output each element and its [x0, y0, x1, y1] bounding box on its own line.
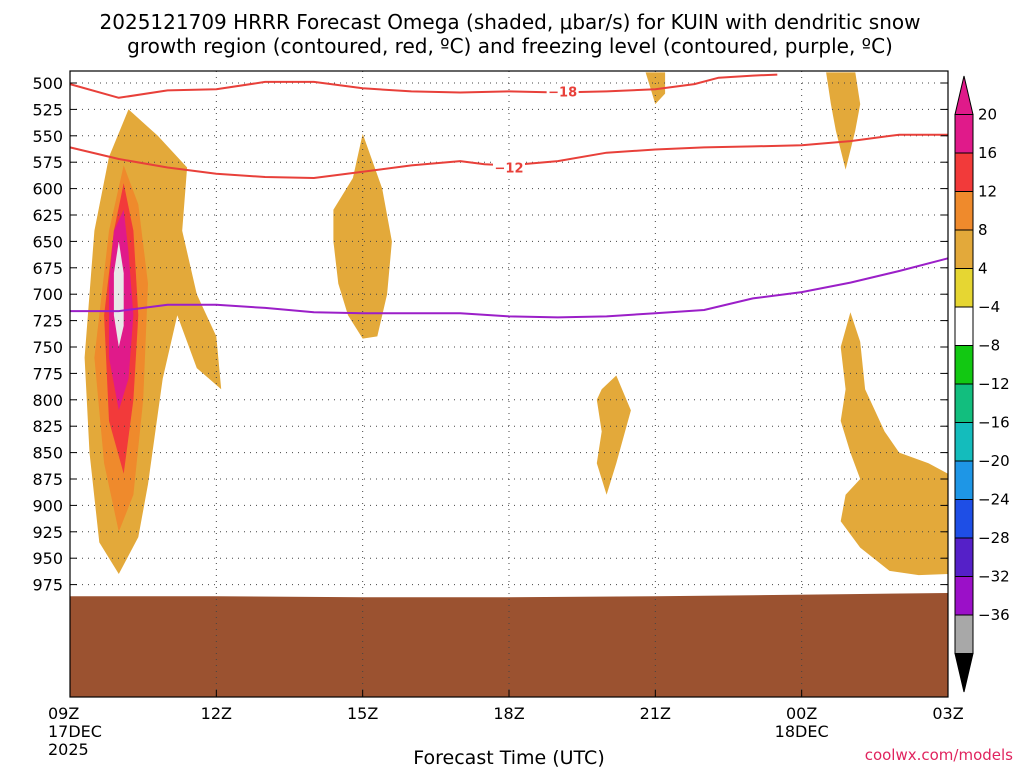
colorbar-level-label: 4 [978, 260, 988, 278]
y-tick-label: 650 [32, 232, 63, 251]
omega-region-5 [333, 133, 392, 339]
colorbar-level-label: 8 [978, 221, 988, 239]
x-tick-label: 03Z [932, 704, 963, 723]
colorbar-level-label: −28 [978, 529, 1010, 547]
contour-line-2 [70, 257, 949, 319]
colorbar-swatch [954, 152, 974, 192]
y-tick-label: 750 [32, 338, 63, 357]
x-tick-date: 17DEC [48, 722, 102, 741]
colorbar-swatch [954, 653, 974, 693]
colorbar-swatch [954, 268, 974, 308]
colorbar-level-label: 20 [978, 106, 997, 124]
y-tick-label: 550 [32, 127, 63, 146]
colorbar-level-label: −16 [978, 414, 1010, 432]
y-tick-label: 575 [32, 153, 63, 172]
contour-label-bg [546, 83, 579, 100]
contour-label: −12 [495, 161, 524, 176]
colorbar-swatch [954, 114, 974, 154]
colorbar-swatch [954, 229, 974, 269]
colorbar-level-label: −36 [978, 606, 1010, 624]
x-tick-year: 2025 [48, 740, 89, 759]
y-tick-label: 950 [32, 549, 63, 568]
source-credit[interactable]: coolwx.com/models [865, 746, 1013, 764]
colorbar-level-label: −8 [978, 337, 1000, 355]
colorbar-swatch [954, 75, 974, 115]
colorbar-swatch [954, 499, 974, 539]
y-tick-label: 975 [32, 576, 63, 595]
colorbar-swatch [954, 537, 974, 577]
omega-region-10 [245, 72, 295, 124]
colorbar-swatch [954, 460, 974, 500]
y-tick-label: 525 [32, 100, 63, 119]
contour-label: −18 [548, 85, 577, 100]
chart-title-line-1: 2025121709 HRRR Forecast Omega (shaded, … [100, 10, 921, 34]
chart-title-line-2: growth region (contoured, red, ºC) and f… [127, 34, 893, 58]
x-tick-label: 00Z [786, 704, 817, 723]
colorbar-swatch [954, 614, 974, 654]
x-tick-label: 09Z [48, 704, 79, 723]
omega-region-11 [909, 186, 948, 316]
colorbar-swatch [954, 576, 974, 616]
colorbar-level-label: −4 [978, 298, 1000, 316]
colorbar-level-label: −20 [978, 452, 1010, 470]
colorbar-swatch [954, 422, 974, 462]
colorbar-level-label: −24 [978, 491, 1010, 509]
colorbar-level-label: −32 [978, 568, 1010, 586]
colorbar-swatch [954, 383, 974, 423]
x-tick-label: 12Z [201, 704, 232, 723]
x-axis-title: Forecast Time (UTC) [413, 747, 604, 768]
y-tick-label: 825 [32, 417, 63, 436]
colorbar-swatch [954, 191, 974, 231]
y-tick-label: 675 [32, 259, 63, 278]
pressure-axis: 500 525 550 575 600 625 650 675 700 725 750 775 800 8… [32, 74, 948, 595]
terrain-layer [70, 593, 948, 697]
colorbar-level-label: −12 [978, 375, 1010, 393]
colorbar-level-label: 16 [978, 144, 997, 162]
omega-region-9 [840, 312, 948, 576]
y-tick-label: 850 [32, 444, 63, 463]
y-tick-label: 700 [32, 285, 63, 304]
omega-region-8 [596, 375, 631, 495]
contour-line-0 [69, 73, 778, 99]
y-tick-label: 600 [32, 180, 63, 199]
x-tick-label: 15Z [347, 704, 378, 723]
x-tick-label: 18Z [493, 704, 524, 723]
colorbar: 20 16 12 8 4 −4 −8 −12 −16 −20 −24 −28 −32 −36 [954, 75, 1010, 693]
colorbar-level-label: 12 [978, 183, 997, 201]
contour-label-bg [493, 159, 525, 176]
y-tick-label: 725 [32, 312, 63, 331]
omega-region-6 [645, 72, 666, 105]
terrain-fill [70, 593, 948, 697]
colorbar-swatch [954, 345, 974, 385]
y-tick-label: 875 [32, 470, 63, 489]
omega-shading [84, 72, 948, 576]
y-tick-label: 925 [32, 523, 63, 542]
x-tick-date: 18DEC [775, 722, 829, 741]
y-tick-label: 500 [32, 74, 63, 93]
y-tick-label: 800 [32, 391, 63, 410]
y-tick-label: 625 [32, 206, 63, 225]
x-tick-label: 21Z [640, 704, 671, 723]
y-tick-label: 775 [32, 364, 63, 383]
y-tick-label: 900 [32, 496, 63, 515]
omega-region-7 [826, 72, 861, 170]
temperature-contours: −18 −12 [69, 73, 949, 319]
colorbar-swatch [954, 306, 974, 346]
